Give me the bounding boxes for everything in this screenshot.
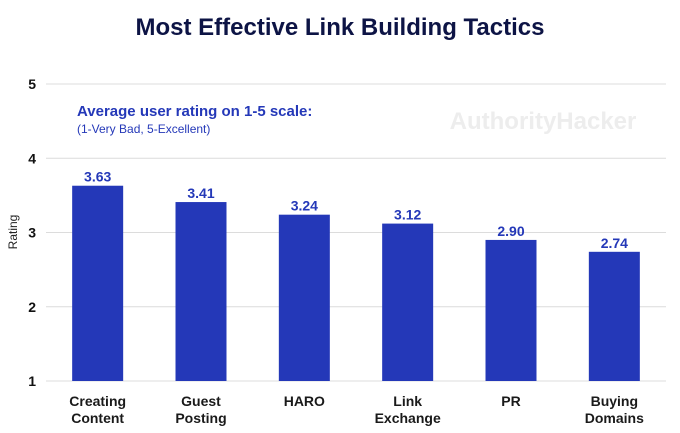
bar	[72, 185, 124, 381]
bar	[588, 251, 640, 381]
data-label: 2.90	[497, 223, 524, 239]
data-label: 3.63	[84, 169, 111, 185]
y-tick-label: 2	[28, 299, 36, 315]
data-label: 3.41	[187, 185, 214, 201]
data-labels: 3.63 3.41 3.24 3.12 2.90 2.74	[84, 169, 628, 251]
data-label: 2.74	[601, 235, 628, 251]
bar	[485, 239, 537, 381]
category-label: HARO	[284, 393, 325, 409]
category-label: Guest	[181, 393, 221, 409]
category-label: Domains	[585, 410, 644, 426]
bar	[278, 214, 330, 381]
y-tick-label: 4	[28, 150, 36, 166]
annotation-line-2: (1-Very Bad, 5-Excellent)	[77, 122, 210, 136]
gridlines	[46, 83, 666, 382]
bar	[175, 202, 227, 381]
chart-title: Most Effective Link Building Tactics	[136, 14, 545, 41]
bars	[72, 185, 640, 381]
bar	[382, 223, 434, 381]
category-label: Buying	[591, 393, 638, 409]
y-axis-label: Rating	[6, 215, 20, 250]
category-label: PR	[501, 393, 520, 409]
y-tick-label: 5	[28, 76, 36, 92]
category-label: Exchange	[375, 410, 441, 426]
y-axis-ticks: 1 2 3 4 5	[28, 76, 36, 389]
y-tick-label: 1	[28, 373, 36, 389]
category-label: Creating	[69, 393, 126, 409]
data-label: 3.12	[394, 207, 421, 223]
watermark-logo: AuthorityHacker	[450, 108, 637, 135]
y-tick-label: 3	[28, 225, 36, 241]
data-label: 3.24	[291, 198, 318, 214]
category-label: Content	[71, 410, 124, 426]
category-label: Link	[393, 393, 422, 409]
category-label: Posting	[175, 410, 226, 426]
annotation-line-1: Average user rating on 1-5 scale:	[77, 103, 312, 120]
